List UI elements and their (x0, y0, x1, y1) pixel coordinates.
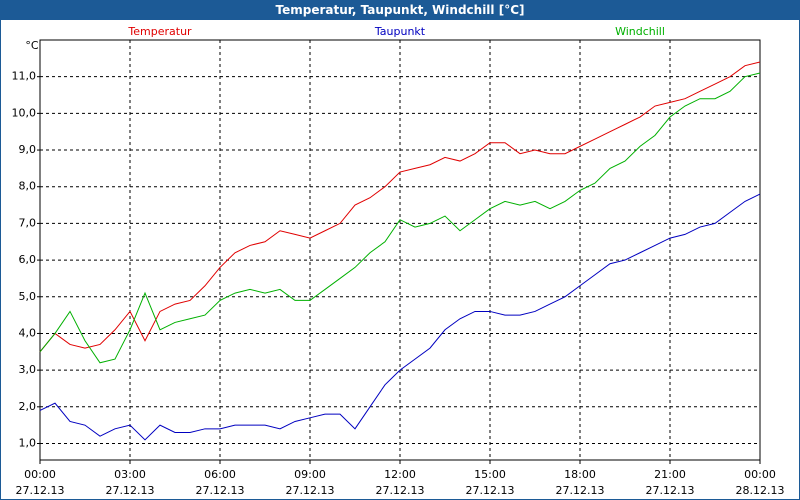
y-tick-label: 9,0 (19, 143, 37, 156)
x-tick-label: 18:00 (564, 468, 596, 481)
legend-label: Windchill (615, 25, 665, 38)
x-tick-label: 00:00 (24, 468, 56, 481)
x-tick-date: 27.12.13 (466, 484, 515, 497)
y-unit: °C (25, 39, 39, 52)
y-tick-label: 7,0 (19, 216, 37, 229)
x-tick-date: 27.12.13 (556, 484, 605, 497)
series-line (39, 61, 761, 353)
x-tick-label: 12:00 (384, 468, 416, 481)
y-tick-label: 5,0 (19, 290, 37, 303)
y-tick-label: 4,0 (19, 326, 37, 339)
x-tick-label: 15:00 (474, 468, 506, 481)
legend-label: Taupunkt (374, 25, 426, 38)
series-line (39, 72, 761, 364)
x-tick-date: 27.12.13 (106, 484, 155, 497)
x-tick-date: 27.12.13 (286, 484, 335, 497)
x-tick-label: 03:00 (114, 468, 146, 481)
x-tick-label: 09:00 (294, 468, 326, 481)
x-tick-label: 00:00 (744, 468, 776, 481)
y-tick-label: 6,0 (19, 253, 37, 266)
legend-label: Temperatur (127, 25, 192, 38)
x-tick-date: 27.12.13 (646, 484, 695, 497)
y-tick-label: 1,0 (19, 436, 37, 449)
x-tick-date: 27.12.13 (376, 484, 425, 497)
y-tick-label: 10,0 (12, 106, 37, 119)
x-tick-date: 27.12.13 (196, 484, 245, 497)
y-tick-label: 11,0 (12, 70, 37, 83)
y-tick-label: 8,0 (19, 180, 37, 193)
y-tick-label: 3,0 (19, 363, 37, 376)
series-line (39, 193, 761, 441)
x-tick-label: 06:00 (204, 468, 236, 481)
y-tick-label: 2,0 (19, 400, 37, 413)
x-tick-date: 27.12.13 (16, 484, 65, 497)
x-tick-label: 21:00 (654, 468, 686, 481)
x-tick-date: 28.12.13 (736, 484, 785, 497)
title-bar: Temperatur, Taupunkt, Windchill [°C] (0, 0, 800, 20)
